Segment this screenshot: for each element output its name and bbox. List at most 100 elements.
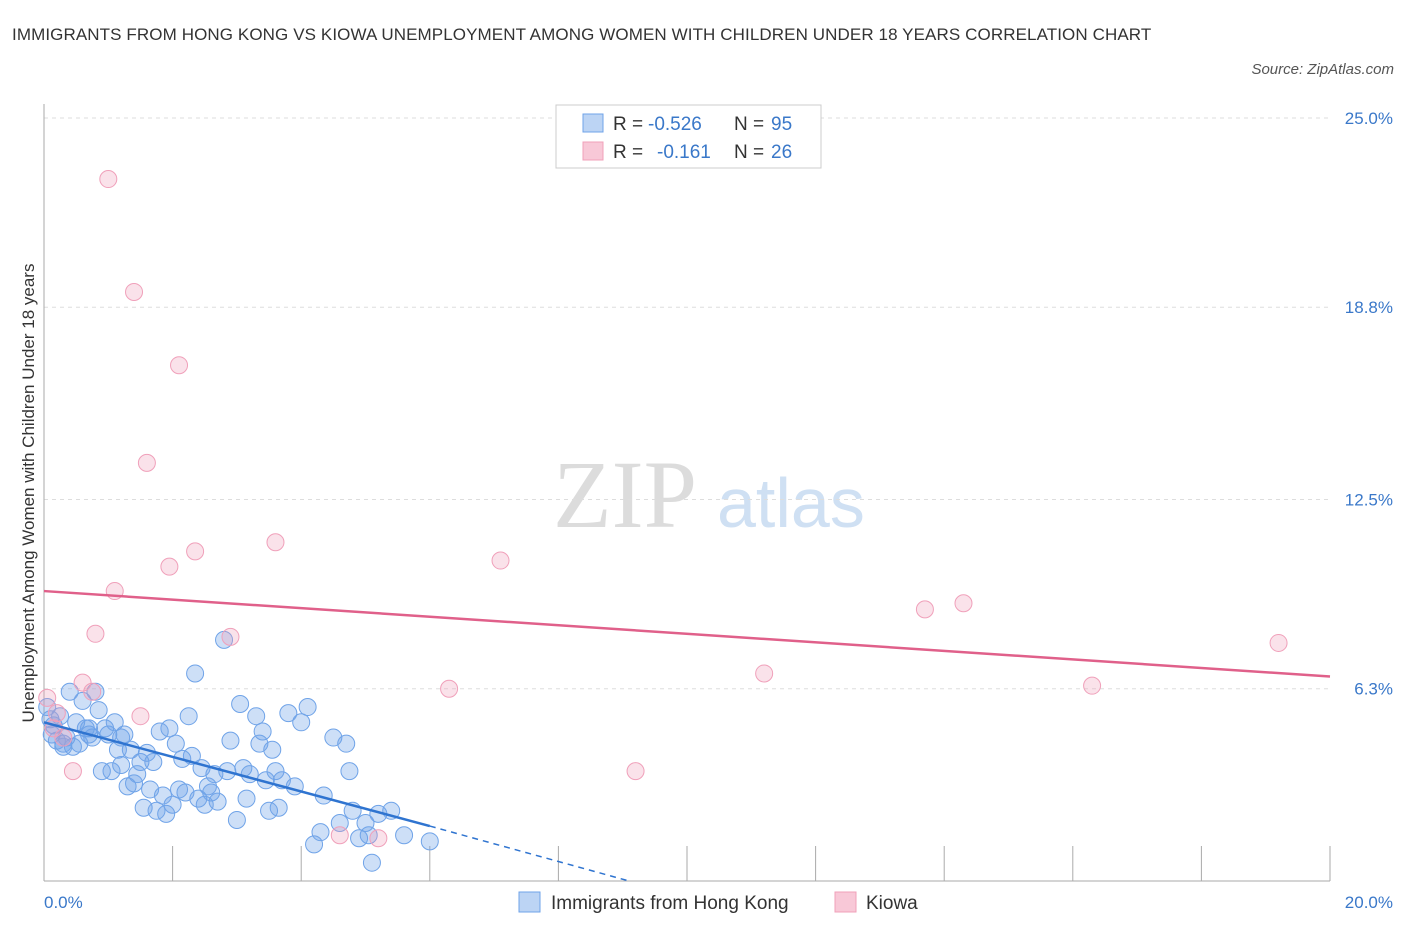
y-tick-label-1: 12.5% <box>1345 491 1393 510</box>
hong-kong-point-77 <box>311 823 330 842</box>
hong-kong-point-58 <box>227 810 246 829</box>
kiowa-point-18 <box>369 829 388 848</box>
kiowa-point-14 <box>186 542 205 561</box>
hong-kong-point-61 <box>237 789 256 808</box>
kiowa-point-0 <box>38 688 57 707</box>
hong-kong-point-91 <box>420 832 439 851</box>
legend-blue-n-value: 95 <box>771 114 792 135</box>
chart-title: IMMIGRANTS FROM HONG KONG VS KIOWA UNEMP… <box>12 25 1152 44</box>
hong-kong-point-57 <box>221 731 240 750</box>
legend-blue-r-value: -0.526 <box>648 114 702 135</box>
kiowa-point-16 <box>266 533 285 552</box>
hong-kong-point-8 <box>60 682 79 701</box>
bottom-legend-label-pink: Kiowa <box>866 893 918 914</box>
kiowa-point-22 <box>755 664 774 683</box>
kiowa-point-13 <box>170 356 189 375</box>
y-tick-label-3: 25.0% <box>1345 109 1393 128</box>
watermark-zip: ZIP <box>553 441 697 548</box>
hong-kong-point-74 <box>292 713 311 732</box>
hong-kong-point-82 <box>340 762 359 781</box>
hong-kong-point-40 <box>163 795 182 814</box>
kiowa-point-6 <box>86 624 105 643</box>
hong-kong-point-35 <box>147 801 166 820</box>
kiowa-point-10 <box>137 453 156 472</box>
hong-kong-point-12 <box>73 691 92 710</box>
kiowa-point-15 <box>221 627 240 646</box>
y-axis-title: Unemployment Among Women with Children U… <box>19 264 38 723</box>
kiowa-point-7 <box>99 170 118 189</box>
hong-kong-point-54 <box>208 792 227 811</box>
bottom-legend-label-blue: Immigrants from Hong Kong <box>551 893 789 914</box>
hong-kong-point-37 <box>153 786 172 805</box>
y-tick-label-2: 18.8% <box>1345 298 1393 317</box>
kiowa-point-1 <box>47 704 66 723</box>
hong-kong-point-34 <box>144 752 163 771</box>
hong-kong-point-45 <box>179 707 198 726</box>
hong-kong-point-30 <box>131 752 150 771</box>
hong-kong-point-86 <box>359 826 378 845</box>
series-kiowa-points <box>38 170 1288 848</box>
y-tick-label-0: 6.3% <box>1354 680 1393 699</box>
legend-pink-r-value: -0.161 <box>657 142 711 163</box>
series-legend: Immigrants from Hong Kong Kiowa <box>518 891 918 914</box>
trendline-hong-kong-extension <box>429 825 630 882</box>
hong-kong-point-67 <box>260 801 279 820</box>
bottom-legend-swatch-blue <box>518 891 541 913</box>
hong-kong-point-80 <box>330 814 349 833</box>
hong-kong-point-63 <box>247 707 266 726</box>
source-label: Source: ZipAtlas.com <box>1251 61 1394 78</box>
y-tick-labels: 6.3% 12.5% 18.8% 25.0% <box>1345 109 1393 699</box>
legend-blue-r-label: R = <box>613 114 643 135</box>
hong-kong-point-17 <box>89 701 108 720</box>
hong-kong-point-70 <box>269 798 288 817</box>
hong-kong-point-90 <box>395 826 414 845</box>
hong-kong-point-41 <box>166 734 185 753</box>
hong-kong-point-72 <box>279 704 298 723</box>
x-tick-label-min: 0.0% <box>44 893 83 912</box>
kiowa-point-24 <box>954 594 973 613</box>
legend-swatch-pink <box>582 141 604 161</box>
hong-kong-point-69 <box>266 762 285 781</box>
legend-pink-r-label: R = <box>613 142 643 163</box>
correlation-legend: R = -0.526 N = 95 R = -0.161 N = 26 <box>555 104 822 169</box>
legend-pink-n-value: 26 <box>771 142 792 163</box>
hong-kong-point-24 <box>112 756 131 775</box>
kiowa-point-2 <box>54 728 73 747</box>
x-ticks <box>43 846 1331 881</box>
hong-kong-point-18 <box>92 762 111 781</box>
kiowa-point-3 <box>63 762 82 781</box>
kiowa-point-17 <box>330 826 349 845</box>
kiowa-point-11 <box>131 707 150 726</box>
hong-kong-point-21 <box>102 762 121 781</box>
kiowa-point-19 <box>440 679 459 698</box>
hong-kong-point-87 <box>362 853 381 872</box>
hong-kong-point-59 <box>231 694 250 713</box>
watermark-atlas: atlas <box>717 464 865 542</box>
hong-kong-point-84 <box>350 829 369 848</box>
trendline-kiowa <box>43 589 1331 678</box>
kiowa-point-9 <box>125 282 144 301</box>
kiowa-point-5 <box>83 682 102 701</box>
kiowa-point-26 <box>1269 633 1288 652</box>
hong-kong-point-75 <box>298 698 317 717</box>
legend-blue-n-label: N = <box>734 114 764 135</box>
kiowa-point-23 <box>915 600 934 619</box>
bottom-legend-swatch-pink <box>834 891 857 913</box>
hong-kong-point-92 <box>54 737 73 756</box>
hong-kong-point-47 <box>186 664 205 683</box>
hong-kong-point-81 <box>337 734 356 753</box>
trendlines <box>43 589 1331 882</box>
x-tick-label-max: 20.0% <box>1345 893 1393 912</box>
kiowa-point-20 <box>491 551 510 570</box>
hong-kong-point-22 <box>105 713 124 732</box>
hong-kong-point-38 <box>157 804 176 823</box>
kiowa-point-4 <box>73 673 92 692</box>
kiowa-point-21 <box>626 762 645 781</box>
kiowa-point-12 <box>160 557 179 576</box>
legend-pink-n-label: N = <box>734 142 764 163</box>
hong-kong-point-39 <box>160 719 179 738</box>
hong-kong-point-65 <box>253 722 272 741</box>
legend-swatch-blue <box>582 113 604 133</box>
hong-kong-point-52 <box>202 783 221 802</box>
